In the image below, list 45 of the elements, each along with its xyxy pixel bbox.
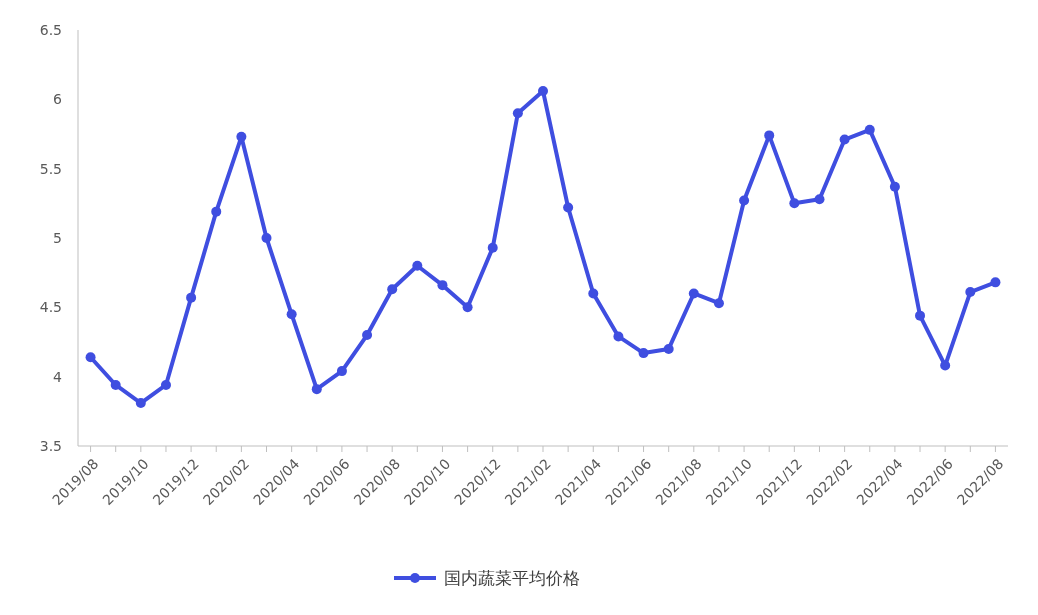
point bbox=[538, 86, 548, 97]
point bbox=[336, 366, 347, 377]
point bbox=[638, 348, 649, 359]
y-tick-label: 6.5 bbox=[39, 22, 62, 38]
point bbox=[85, 352, 96, 363]
point bbox=[688, 288, 699, 299]
point bbox=[311, 384, 322, 395]
point bbox=[588, 288, 599, 299]
point bbox=[236, 131, 247, 142]
point bbox=[487, 242, 498, 253]
point bbox=[261, 233, 272, 243]
y-tick-label: 5.5 bbox=[39, 160, 62, 177]
point bbox=[512, 108, 523, 119]
point bbox=[387, 284, 398, 295]
point bbox=[135, 398, 146, 409]
y-tick-label: 3.5 bbox=[39, 438, 62, 454]
point bbox=[990, 277, 1001, 288]
point bbox=[437, 280, 448, 291]
point bbox=[186, 292, 197, 303]
y-tick-label: 4 bbox=[53, 368, 63, 385]
point bbox=[663, 343, 674, 354]
point bbox=[940, 360, 951, 371]
legend: 国内蔬菜平均价格 bbox=[394, 568, 580, 588]
y-tick-label: 4.5 bbox=[39, 299, 62, 316]
point bbox=[713, 298, 724, 309]
point bbox=[889, 181, 900, 192]
point bbox=[814, 194, 825, 205]
point bbox=[211, 206, 222, 217]
point bbox=[965, 287, 976, 298]
point bbox=[160, 379, 171, 390]
point bbox=[864, 124, 875, 135]
point bbox=[412, 260, 423, 271]
y-tick-label: 6 bbox=[53, 91, 63, 108]
point bbox=[789, 198, 800, 209]
point bbox=[362, 330, 373, 341]
point bbox=[286, 309, 297, 320]
point bbox=[915, 310, 926, 321]
point bbox=[462, 302, 473, 313]
point bbox=[739, 195, 750, 206]
y-tick-label: 5 bbox=[53, 230, 62, 246]
point bbox=[110, 379, 121, 390]
point bbox=[839, 134, 850, 145]
point bbox=[563, 202, 574, 213]
point bbox=[613, 331, 624, 342]
legend-label: 国内蔬菜平均价格 bbox=[444, 568, 580, 588]
